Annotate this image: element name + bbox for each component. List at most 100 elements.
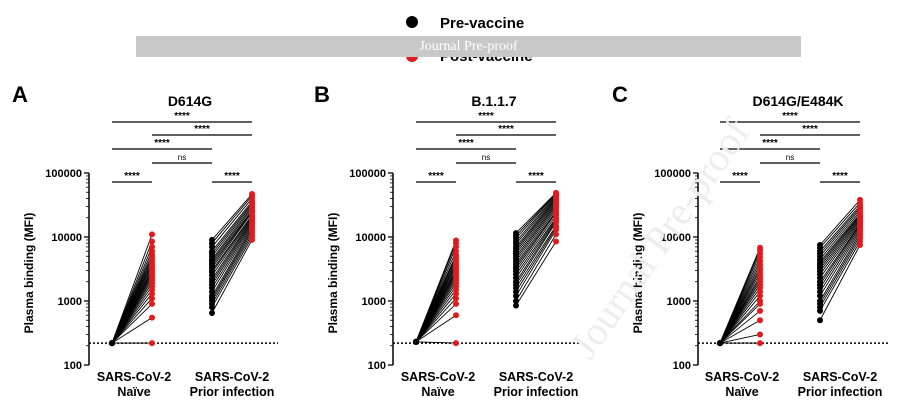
- y-tick-label: 10000: [51, 232, 82, 244]
- pair-line: [211, 210, 253, 264]
- pair-line: [515, 225, 557, 289]
- post-vaccine-point: [149, 300, 155, 307]
- pair-line: [719, 300, 761, 344]
- pair-line: [819, 238, 861, 308]
- pair-line: [515, 207, 557, 262]
- pair-line: [819, 223, 861, 282]
- pair-line: [415, 240, 457, 343]
- pair-line: [719, 334, 761, 344]
- pair-line: [819, 220, 861, 275]
- pair-line: [819, 241, 861, 312]
- pair-line: [819, 199, 861, 246]
- post-vaccine-point: [553, 231, 559, 238]
- post-vaccine-point: [453, 340, 459, 347]
- pair-line: [415, 341, 457, 344]
- comparison-label: ****: [174, 111, 190, 122]
- pair-line: [211, 198, 253, 248]
- pair-line: [515, 196, 557, 245]
- pair-line: [211, 236, 253, 308]
- pair-line: [719, 319, 761, 344]
- comparison-label: ns: [178, 153, 186, 162]
- pair-line: [211, 204, 253, 257]
- y-tick-label: 100000: [349, 168, 386, 180]
- pre-vaccine-point: [817, 292, 823, 299]
- pair-line: [111, 234, 153, 344]
- pair-line: [515, 220, 557, 282]
- pre-vaccine-point: [817, 298, 823, 304]
- post-vaccine-point: [757, 244, 763, 251]
- pair-line: [211, 229, 253, 299]
- pair-line: [515, 203, 557, 257]
- pair-line: [211, 214, 253, 271]
- pair-line: [515, 218, 557, 279]
- y-tick-label: 100: [64, 360, 82, 372]
- panel-A: A D614G 100 1000 10000 100000 Plasma binding (…: [12, 82, 278, 399]
- pair-line: [515, 200, 557, 252]
- pair-line: [415, 303, 457, 343]
- pair-line: [819, 217, 861, 269]
- pair-line: [515, 194, 557, 242]
- x-category-label: Prior infection: [494, 385, 579, 399]
- post-vaccine-point: [757, 331, 763, 338]
- post-vaccine-point: [453, 295, 459, 302]
- pre-vaccine-point: [108, 339, 116, 347]
- pair-line: [819, 213, 861, 263]
- comparison-label: ns: [786, 153, 794, 162]
- pair-line: [819, 205, 861, 252]
- pair-line: [211, 218, 253, 280]
- pair-line: [819, 202, 861, 249]
- comparison-label: ****: [832, 171, 848, 182]
- pre-vaccine-point: [412, 338, 420, 346]
- pair-line: [111, 317, 153, 344]
- y-tick-label: 100000: [45, 168, 82, 180]
- post-vaccine-point: [149, 295, 155, 302]
- pair-line: [211, 227, 253, 297]
- journal-preproof-banner: Journal Pre-proof: [136, 36, 801, 57]
- y-tick-label: 100: [673, 360, 691, 372]
- pair-line: [211, 220, 253, 282]
- pair-line: [211, 201, 253, 252]
- pair-line: [515, 217, 557, 275]
- pair-line: [211, 225, 253, 292]
- post-vaccine-point: [453, 312, 459, 319]
- pair-line: [211, 231, 253, 302]
- pair-line: [415, 314, 457, 343]
- pair-line: [515, 197, 557, 248]
- comparison-label: ****: [782, 111, 798, 122]
- post-vaccine-point: [149, 231, 155, 238]
- post-vaccine-point: [757, 317, 763, 324]
- x-category-label: SARS-CoV-2: [705, 370, 779, 384]
- y-tick-label: 1000: [58, 296, 82, 308]
- panel-B: B B.1.1.7 100 1000 10000 100000 Plasma binding…: [314, 82, 582, 399]
- post-vaccine-point: [757, 292, 763, 299]
- pair-line: [719, 310, 761, 344]
- pair-line: [211, 212, 253, 269]
- pre-vaccine-point: [817, 241, 823, 248]
- post-vaccine-point: [149, 243, 155, 250]
- y-tick-label: 100: [368, 360, 386, 372]
- pair-line: [515, 229, 557, 297]
- x-category-label: Naïve: [117, 385, 150, 399]
- pair-line: [211, 206, 253, 260]
- pair-line: [515, 205, 557, 259]
- post-vaccine-point: [553, 189, 559, 196]
- legend-label-pre: Pre-vaccine: [440, 15, 524, 32]
- pair-line: [515, 192, 557, 234]
- pair-line: [515, 211, 557, 267]
- comparison-label: ****: [498, 124, 514, 135]
- y-tick-label: 10000: [660, 232, 691, 244]
- pair-line: [211, 223, 253, 289]
- post-vaccine-point: [453, 300, 459, 307]
- comparison-label: ns: [482, 153, 490, 162]
- pair-line: [515, 201, 557, 254]
- pre-vaccine-point: [209, 292, 215, 299]
- x-category-label: Naïve: [421, 385, 454, 399]
- pair-line: [819, 207, 861, 254]
- pair-line: [211, 239, 253, 314]
- pair-line: [819, 216, 861, 267]
- comparison-label: ****: [428, 171, 444, 182]
- pair-line: [515, 212, 557, 269]
- pair-line: [211, 217, 253, 276]
- pair-line: [819, 226, 861, 289]
